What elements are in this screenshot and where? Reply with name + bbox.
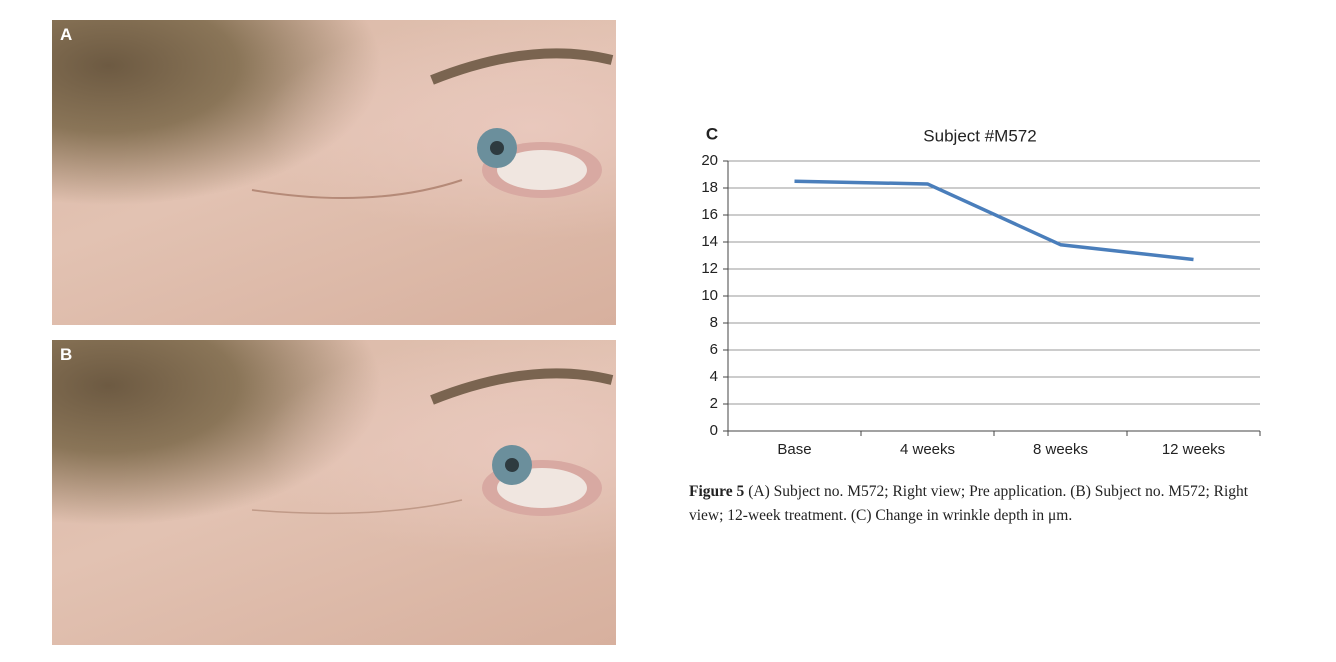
caption-label: Figure 5 [689,483,745,500]
panel-label: A [60,25,73,44]
caption: Figure 5 (A) Subject no. M572; Right view… [689,480,1279,528]
y-tick-label: 18 [701,179,718,196]
eye-sketch [251,48,614,199]
caption-text: (A) Subject no. M572; Right view; Pre ap… [689,483,1249,524]
y-tick-label: 0 [710,422,718,439]
eye-sketch [251,368,614,516]
y-tick-label: 12 [701,260,718,277]
photo-b: B [52,340,616,645]
y-tick-label: 16 [701,206,718,223]
y-tick-label: 2 [710,395,718,412]
y-tick-label: 10 [701,287,718,304]
y-tick-label: 8 [710,314,718,331]
y-tick-label: 4 [710,368,718,385]
x-tick-label: Base [777,441,811,458]
x-tick-label: 12 weeks [1162,441,1225,458]
chart-title: Subject #M572 [923,126,1036,145]
y-tick-label: 20 [701,152,718,169]
chart: C Subject #M572 0 2 4 6 8 10 12 14 16 18 20 Base 4 w… [701,124,1261,458]
panel-label: B [60,345,73,364]
x-tick-label: 8 weeks [1033,441,1088,458]
line-series [794,179,1194,262]
y-tick-label: 14 [701,233,718,250]
x-tick-label: 4 weeks [900,441,955,458]
photo-a: A [52,20,616,325]
y-tick-label: 6 [710,341,718,358]
panel-label: C [706,124,718,143]
